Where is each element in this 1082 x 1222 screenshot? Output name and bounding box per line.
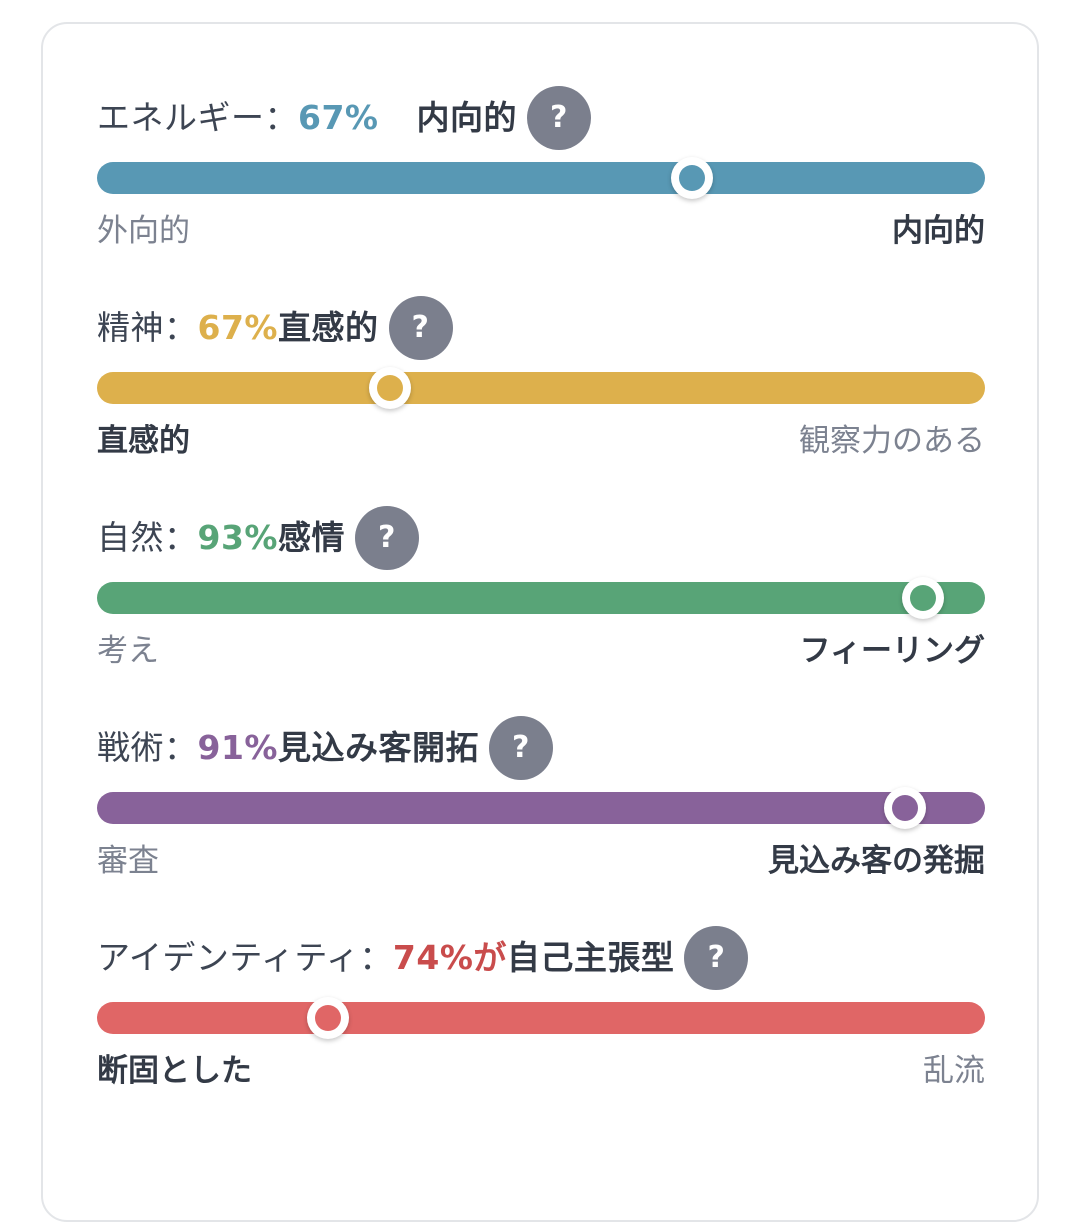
right-pole-label: フィーリング — [799, 633, 985, 669]
trait-header: 精神： 67% 直感的? — [97, 295, 453, 361]
trait-label: 自然： — [97, 518, 198, 557]
thumb-dot — [314, 1005, 341, 1031]
trait-row: 精神： 67% 直感的? 直感的 観察力のある — [97, 295, 985, 459]
help-button[interactable]: ? — [527, 86, 591, 150]
trait-percent: 91% — [197, 728, 278, 767]
trait-slider-track[interactable] — [97, 577, 985, 619]
trait-type: 内向的 — [416, 98, 517, 137]
trait-percent: 74%が — [392, 938, 507, 977]
left-pole-label: 考え — [97, 633, 159, 669]
right-pole-label: 内向的 — [892, 213, 985, 249]
help-button[interactable]: ? — [355, 506, 419, 570]
trait-type: 感情 — [278, 518, 345, 557]
trait-header: 自然： 93% 感情? — [97, 505, 419, 571]
help-button[interactable]: ? — [489, 716, 553, 780]
trait-label: 戦術： — [97, 728, 198, 767]
left-pole-label: 断固とした — [97, 1053, 252, 1089]
trait-percent: 93% — [197, 518, 278, 557]
trait-slider-track[interactable] — [97, 997, 985, 1039]
trait-slider-thumb[interactable] — [306, 997, 349, 1039]
trait-label: アイデンティティ： — [97, 938, 393, 977]
trait-header: アイデンティティ： 74%が 自己主張型? — [97, 925, 749, 991]
trait-slider-thumb[interactable] — [670, 157, 713, 199]
trait-row: エネルギー： 67% 内向的? 外向的 内向的 — [97, 85, 985, 249]
trait-row: 自然： 93% 感情? 考え フィーリング — [97, 505, 985, 669]
trait-row: 戦術： 91% 見込み客開拓? 審査 見込み客の発掘 — [97, 715, 985, 879]
trait-percent: 67% — [298, 98, 379, 137]
trait-type: 直感的 — [278, 308, 379, 347]
help-button[interactable]: ? — [684, 926, 749, 990]
trait-slider-track[interactable] — [97, 367, 985, 409]
left-pole-label: 審査 — [97, 843, 159, 879]
trait-label: エネルギー： — [97, 98, 298, 137]
thumb-dot — [678, 165, 705, 191]
trait-type: 見込み客開拓 — [278, 728, 479, 767]
thumb-dot — [892, 795, 919, 821]
right-pole-label: 見込み客の発掘 — [768, 843, 985, 879]
trait-slider-thumb[interactable] — [369, 367, 412, 409]
trait-slider-track[interactable] — [97, 787, 985, 829]
thumb-dot — [377, 375, 404, 401]
trait-type: 自己主張型 — [506, 938, 675, 977]
trait-slider-thumb[interactable] — [901, 577, 944, 619]
trait-header: 戦術： 91% 見込み客開拓? — [97, 715, 553, 781]
left-pole-label: 直感的 — [97, 423, 190, 459]
right-pole-label: 乱流 — [923, 1053, 985, 1089]
help-button[interactable]: ? — [388, 296, 453, 360]
trait-row: アイデンティティ： 74%が 自己主張型? 断固とした 乱流 — [97, 925, 985, 1089]
trait-percent: 67% — [197, 308, 278, 347]
trait-header: エネルギー： 67% 内向的? — [97, 85, 591, 151]
left-pole-label: 外向的 — [97, 213, 190, 249]
thumb-dot — [909, 585, 936, 611]
trait-slider-track[interactable] — [97, 157, 985, 199]
trait-slider-thumb[interactable] — [884, 787, 927, 829]
right-pole-label: 観察力のある — [799, 423, 985, 459]
trait-label: 精神： — [97, 308, 198, 347]
